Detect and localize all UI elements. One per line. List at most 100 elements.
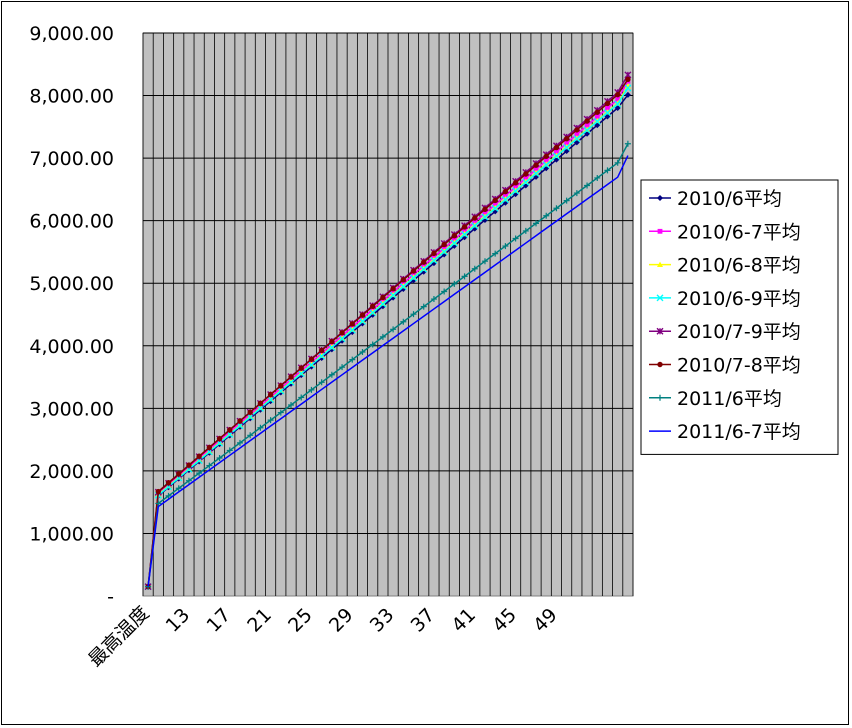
data-point xyxy=(574,131,580,137)
data-point xyxy=(421,259,427,265)
data-point xyxy=(491,204,499,212)
data-point xyxy=(450,239,458,247)
legend-item: 2010/6-7平均 xyxy=(649,221,801,243)
data-point xyxy=(155,500,162,507)
data-point xyxy=(462,228,467,234)
data-point xyxy=(513,184,519,190)
x-tick-label: 25 xyxy=(284,604,317,637)
data-point xyxy=(176,471,182,477)
data-point xyxy=(656,327,664,335)
data-point xyxy=(318,352,326,360)
data-point xyxy=(318,347,325,354)
x-tick-label: 29 xyxy=(325,604,358,637)
data-point xyxy=(400,277,407,283)
x-tick-label: 37 xyxy=(407,604,440,637)
data-point xyxy=(155,488,162,495)
data-point xyxy=(471,222,479,230)
data-point xyxy=(247,409,253,415)
data-point xyxy=(297,370,305,378)
legend-item: 2010/7-8平均 xyxy=(649,355,801,377)
data-point xyxy=(512,235,519,242)
data-point xyxy=(420,265,428,273)
data-point xyxy=(338,335,346,343)
data-point xyxy=(196,453,202,459)
legend-label: 2010/6-7平均 xyxy=(677,221,801,243)
legend-item: 2011/6平均 xyxy=(649,388,782,410)
legend-label: 2010/7-8平均 xyxy=(677,355,801,377)
data-point xyxy=(165,480,172,486)
data-point xyxy=(624,140,631,147)
data-point xyxy=(615,96,621,102)
x-tick-label: 49 xyxy=(529,604,562,637)
series-6 xyxy=(145,76,631,590)
x-tick-label: 41 xyxy=(447,604,480,637)
data-point xyxy=(492,197,498,204)
data-point xyxy=(410,268,417,274)
data-point xyxy=(389,291,397,299)
data-point xyxy=(339,330,345,336)
series-group xyxy=(144,71,632,591)
data-point xyxy=(594,109,600,115)
data-point xyxy=(472,219,478,225)
x-tick-label: 33 xyxy=(366,604,399,637)
data-point xyxy=(461,273,468,280)
legend-box xyxy=(640,179,839,455)
data-point xyxy=(451,280,458,287)
data-point xyxy=(257,400,264,407)
data-point xyxy=(553,205,560,212)
data-point xyxy=(584,182,591,189)
data-point xyxy=(584,118,590,124)
data-point xyxy=(267,417,274,424)
data-point xyxy=(563,197,570,204)
data-point xyxy=(564,140,570,146)
data-point xyxy=(542,161,550,169)
data-point xyxy=(390,326,397,333)
data-point xyxy=(625,76,631,82)
data-point xyxy=(512,187,520,195)
data-point xyxy=(533,220,540,227)
data-point xyxy=(481,258,488,265)
data-point xyxy=(277,409,284,416)
data-point xyxy=(594,114,600,120)
data-point xyxy=(307,361,315,369)
data-point xyxy=(359,349,366,356)
data-point xyxy=(329,338,335,345)
data-point xyxy=(502,193,508,199)
data-point xyxy=(604,167,611,174)
data-point xyxy=(471,265,478,272)
data-point xyxy=(512,180,519,186)
data-point xyxy=(410,311,417,318)
data-point xyxy=(440,248,448,256)
data-point xyxy=(482,206,488,212)
data-point xyxy=(441,245,447,251)
data-point xyxy=(461,224,468,230)
data-point xyxy=(656,294,664,302)
y-axis: - 1,000.00 2,000.00 3,000.00 4,000.00 5,000.0… xyxy=(29,23,114,608)
legend-item: 2010/6-9平均 xyxy=(649,288,801,310)
data-point xyxy=(657,228,663,234)
data-point xyxy=(657,394,663,401)
data-point xyxy=(605,105,610,111)
data-point xyxy=(256,404,264,412)
data-point xyxy=(441,288,448,295)
data-point xyxy=(614,91,621,98)
data-point xyxy=(277,387,285,395)
data-point xyxy=(441,241,447,248)
data-point xyxy=(390,285,396,292)
legend-label: 2010/7-9平均 xyxy=(677,321,801,343)
data-point xyxy=(186,462,192,468)
data-point xyxy=(237,418,243,424)
data-point xyxy=(226,447,233,454)
y-tick-label: 6,000.00 xyxy=(29,211,114,233)
legend-label: 2011/6平均 xyxy=(677,388,782,410)
data-point xyxy=(216,435,223,442)
data-point xyxy=(451,233,458,239)
gridlines xyxy=(142,32,634,596)
data-point xyxy=(431,250,437,257)
data-point xyxy=(451,237,457,242)
data-point xyxy=(400,318,407,325)
data-point xyxy=(206,462,213,469)
data-point xyxy=(502,243,509,250)
